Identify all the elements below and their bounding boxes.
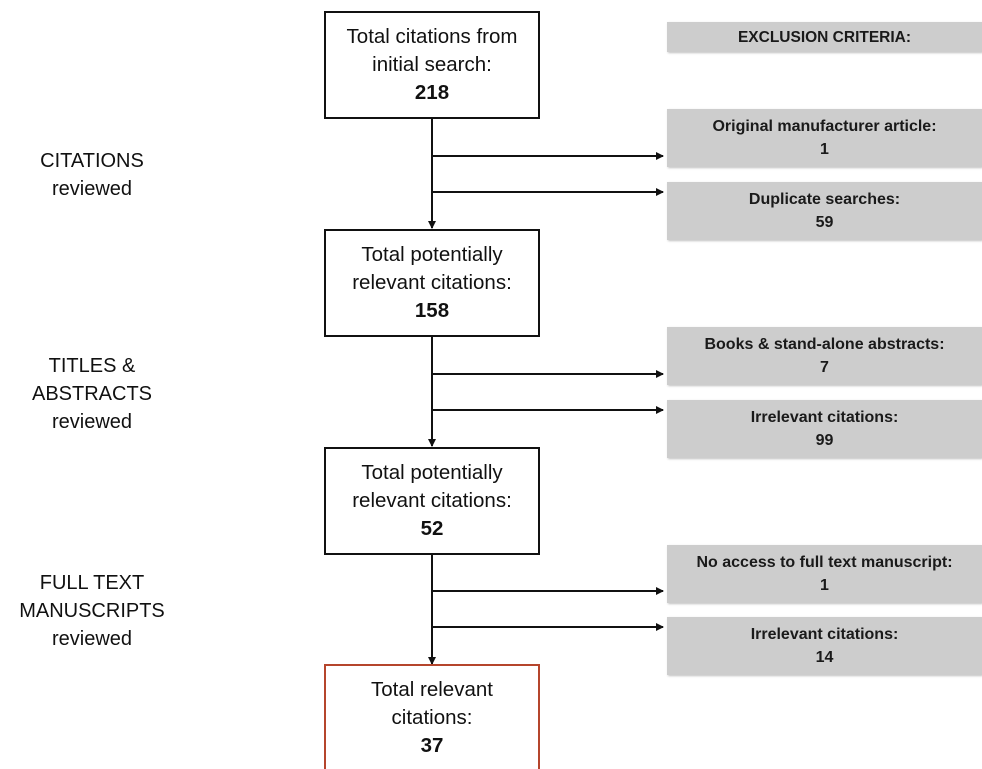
potentially-relevant-box-2: Total potentially relevant citations: 52 xyxy=(324,447,540,555)
stage-label-citations: CITATIONS reviewed xyxy=(2,147,182,203)
total-relevant-box: Total relevant citations: 37 xyxy=(324,664,540,769)
stage-label-line: TITLES & xyxy=(2,352,182,380)
box-count: 37 xyxy=(421,732,444,760)
box-text-line: initial search: xyxy=(372,51,492,79)
stage-label-line: reviewed xyxy=(2,408,182,436)
exclusion-count: 1 xyxy=(820,574,829,597)
exclusion-box: Original manufacturer article: 1 xyxy=(667,109,982,167)
exclusion-box: Duplicate searches: 59 xyxy=(667,182,982,240)
exclusion-label: Books & stand-alone abstracts: xyxy=(704,333,944,356)
stage-label-line: CITATIONS xyxy=(2,147,182,175)
stage-label-line: ABSTRACTS xyxy=(2,380,182,408)
box-text-line: Total citations from xyxy=(347,23,518,51)
stage-label-line: reviewed xyxy=(2,175,182,203)
stage-label-titles-abstracts: TITLES & ABSTRACTS reviewed xyxy=(2,352,182,436)
exclusion-label: Irrelevant citations: xyxy=(751,406,899,429)
exclusion-label: Duplicate searches: xyxy=(749,188,900,211)
exclusion-box: Irrelevant citations: 99 xyxy=(667,400,982,458)
exclusion-box: Books & stand-alone abstracts: 7 xyxy=(667,327,982,385)
potentially-relevant-box-1: Total potentially relevant citations: 15… xyxy=(324,229,540,337)
box-text-line: citations: xyxy=(392,704,473,732)
stage-label-line: FULL TEXT xyxy=(2,569,182,597)
exclusion-label: Irrelevant citations: xyxy=(751,623,899,646)
exclusion-label: Original manufacturer article: xyxy=(712,115,936,138)
exclusion-label: No access to full text manuscript: xyxy=(696,551,952,574)
exclusion-count: 99 xyxy=(816,429,834,452)
exclusion-count: 59 xyxy=(816,211,834,234)
exclusion-header-text: EXCLUSION CRITERIA: xyxy=(738,26,911,49)
stage-label-line: reviewed xyxy=(2,625,182,653)
exclusion-box: No access to full text manuscript: 1 xyxy=(667,545,982,603)
exclusion-criteria-header: EXCLUSION CRITERIA: xyxy=(667,22,982,52)
box-count: 218 xyxy=(415,79,449,107)
exclusion-count: 14 xyxy=(816,646,834,669)
box-text-line: relevant citations: xyxy=(352,487,512,515)
box-text-line: Total relevant xyxy=(371,676,493,704)
exclusion-count: 7 xyxy=(820,356,829,379)
exclusion-count: 1 xyxy=(820,138,829,161)
stage-label-full-text: FULL TEXT MANUSCRIPTS reviewed xyxy=(2,569,182,653)
initial-search-box: Total citations from initial search: 218 xyxy=(324,11,540,119)
box-text-line: Total potentially xyxy=(361,459,502,487)
box-text-line: relevant citations: xyxy=(352,269,512,297)
box-text-line: Total potentially xyxy=(361,241,502,269)
exclusion-box: Irrelevant citations: 14 xyxy=(667,617,982,675)
box-count: 52 xyxy=(421,515,444,543)
box-count: 158 xyxy=(415,297,449,325)
stage-label-line: MANUSCRIPTS xyxy=(2,597,182,625)
